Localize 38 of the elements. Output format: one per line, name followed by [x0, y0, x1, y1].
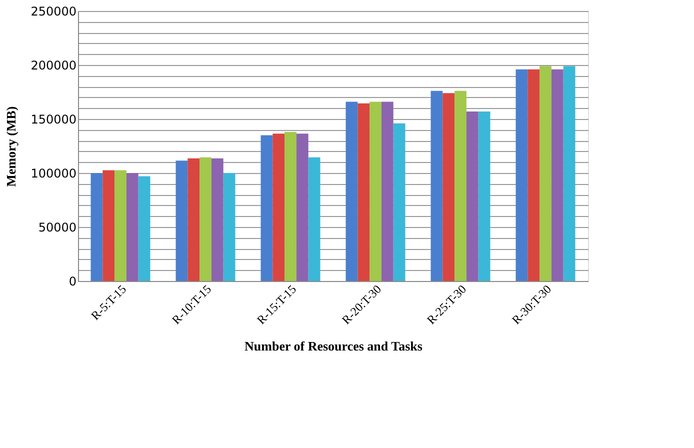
y-tick-label: 100000 [30, 166, 76, 180]
bar [284, 132, 296, 281]
bar [370, 102, 382, 281]
y-axis-title: Memory (MB) [4, 106, 19, 187]
bar [296, 134, 308, 281]
bar [260, 135, 273, 281]
y-tick-label: 150000 [30, 112, 76, 126]
bar [381, 102, 394, 281]
bar [200, 157, 212, 281]
bar [393, 123, 406, 281]
bar [551, 69, 564, 281]
y-tick-label: 0 [68, 274, 76, 288]
bar [478, 111, 490, 281]
bar [442, 93, 455, 281]
y-tick-label: 250000 [30, 4, 76, 18]
bar [308, 157, 320, 281]
bar [102, 170, 115, 281]
bar [540, 66, 552, 281]
bar [138, 176, 150, 281]
bar [430, 90, 443, 281]
bar [358, 103, 370, 281]
bar [126, 173, 138, 281]
x-axis-title: Number of Resources and Tasks [244, 338, 422, 354]
bar [188, 158, 200, 281]
bar [223, 173, 236, 281]
bar [563, 66, 576, 281]
y-tick-label: 50000 [38, 220, 76, 234]
bar [90, 173, 103, 281]
bar [176, 160, 188, 281]
bar [272, 134, 285, 281]
bar [114, 170, 126, 281]
bar [528, 69, 540, 281]
y-tick-label: 200000 [30, 58, 76, 72]
bar [211, 158, 224, 281]
bar [516, 69, 528, 281]
bar [454, 90, 466, 281]
bar [346, 102, 358, 281]
bar [466, 111, 478, 281]
